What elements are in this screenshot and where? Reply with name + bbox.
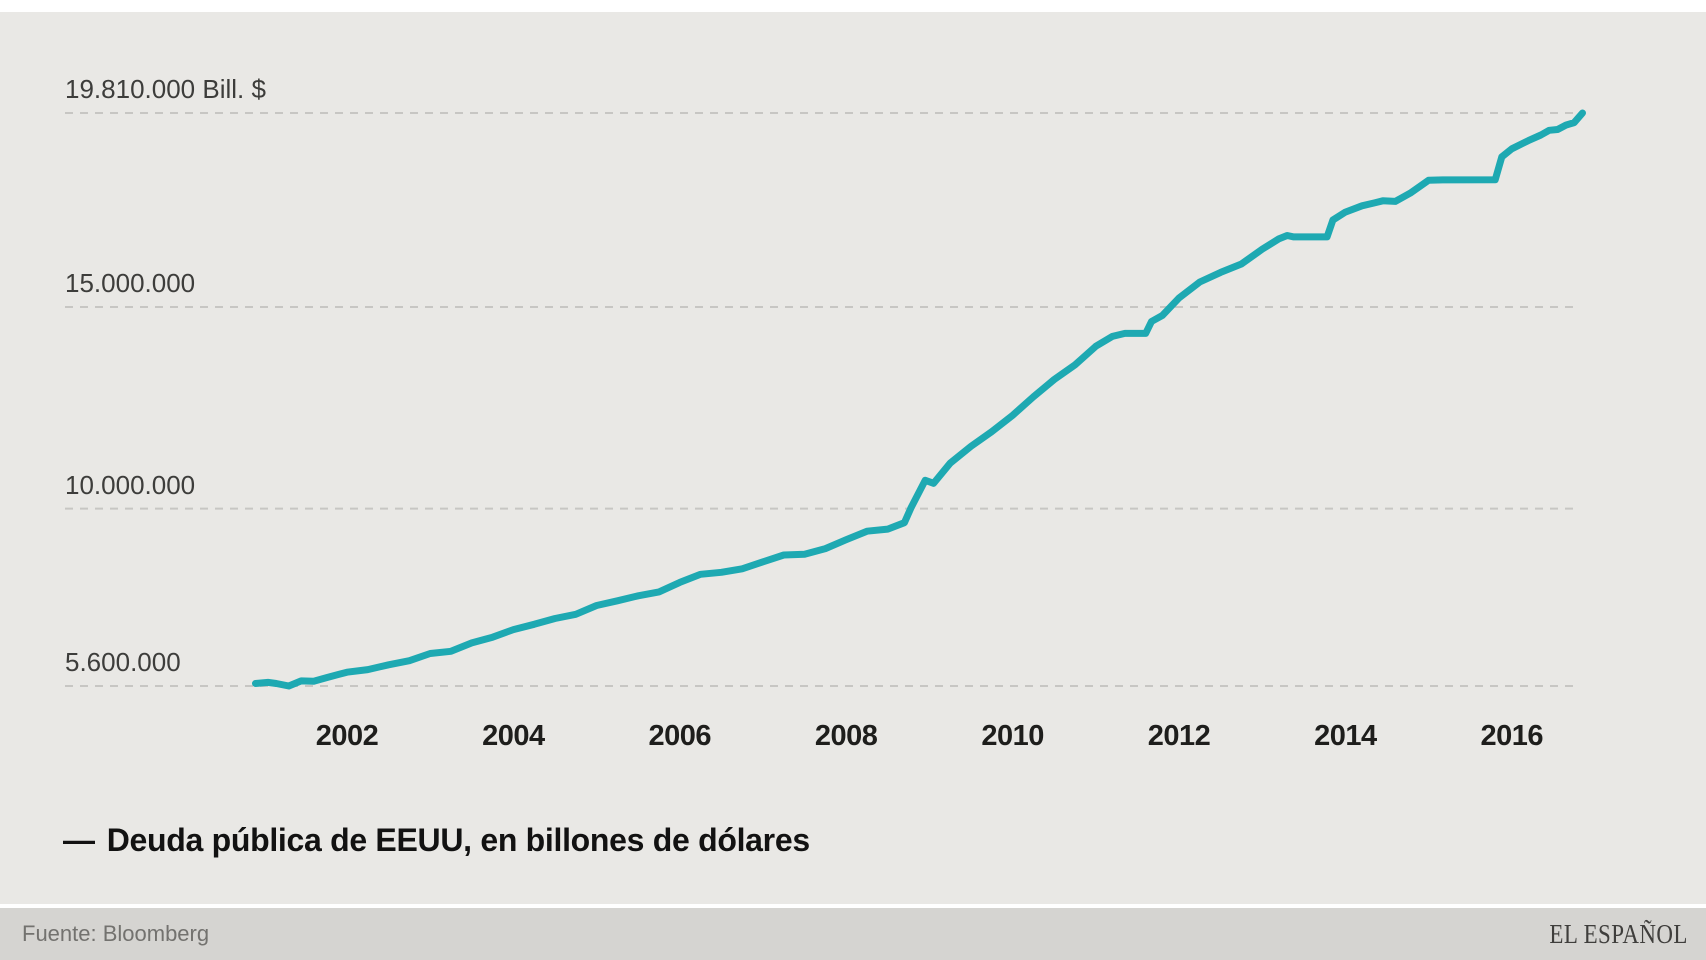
x-axis-tick-label: 2006: [648, 720, 712, 752]
y-axis-tick-label: 10.000.000: [65, 469, 196, 500]
x-axis-tick-label: 2014: [1314, 720, 1377, 752]
x-axis-tick-label: 2008: [814, 720, 878, 752]
x-axis-tick-label: 2012: [1147, 720, 1211, 752]
y-axis-tick-label: 19.810.000 Bill. $: [65, 74, 266, 104]
legend: — Deuda pública de EEUU, en billones de …: [63, 822, 810, 859]
x-axis-tick-label: 2016: [1480, 720, 1544, 752]
x-axis-tick-label: 2004: [482, 720, 545, 752]
publisher-logo: EL ESPAÑOL: [1549, 919, 1688, 949]
y-axis-tick-label: 5.600.000: [65, 647, 181, 677]
legend-line-marker-icon: —: [63, 822, 95, 858]
source-credit: Fuente: Bloomberg: [22, 921, 210, 946]
x-axis-tick-label: 2002: [315, 720, 379, 752]
chart-panel: [0, 12, 1706, 904]
attribution-bar: Fuente: Bloomberg EL ESPAÑOL: [0, 908, 1706, 960]
y-axis-tick-label: 15.000.000: [65, 267, 196, 298]
x-axis-tick-label: 2010: [981, 720, 1044, 752]
legend-label: Deuda pública de EEUU, en billones de dó…: [106, 822, 810, 858]
